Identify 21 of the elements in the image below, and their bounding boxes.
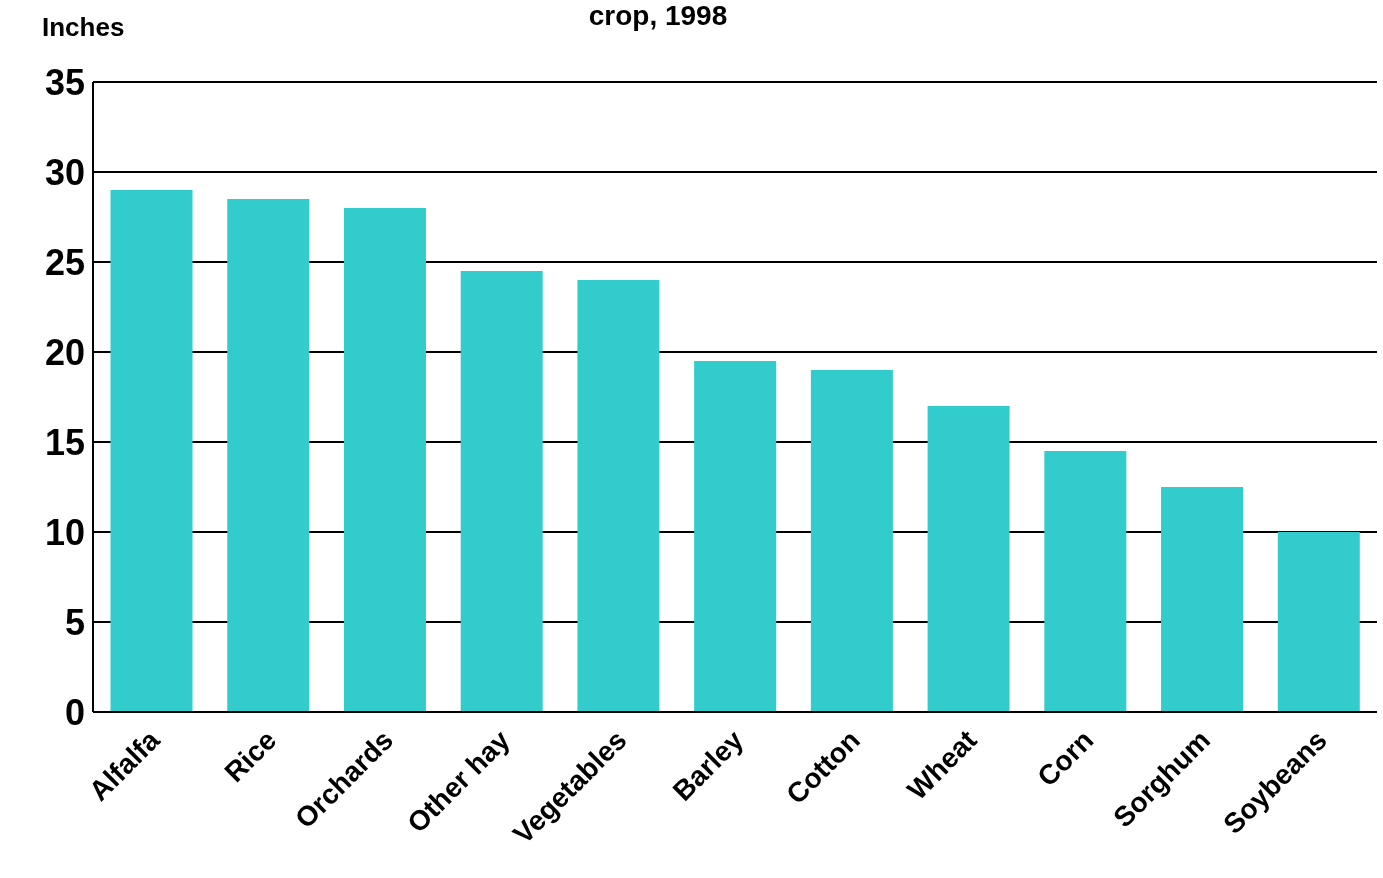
y-tick-label: 10 (44, 511, 85, 553)
bar (577, 280, 660, 712)
bar (810, 370, 893, 712)
bar (460, 271, 543, 712)
y-tick-label: 15 (44, 421, 85, 463)
y-tick-label: 20 (44, 331, 85, 373)
bar (227, 199, 310, 712)
bar (343, 208, 426, 712)
bar (1044, 451, 1127, 712)
bar (1161, 487, 1244, 712)
bar (1277, 532, 1360, 712)
bar (927, 406, 1010, 712)
y-tick-label: 30 (44, 151, 85, 193)
bar (694, 361, 777, 712)
y-tick-label: 5 (64, 601, 85, 643)
y-tick-label: 0 (64, 691, 85, 733)
y-tick-label: 25 (44, 241, 85, 283)
bar (110, 190, 193, 712)
chart-title: crop, 1998 (588, 0, 728, 31)
y-axis-title: Inches (42, 12, 125, 43)
y-tick-label: 35 (44, 61, 85, 103)
